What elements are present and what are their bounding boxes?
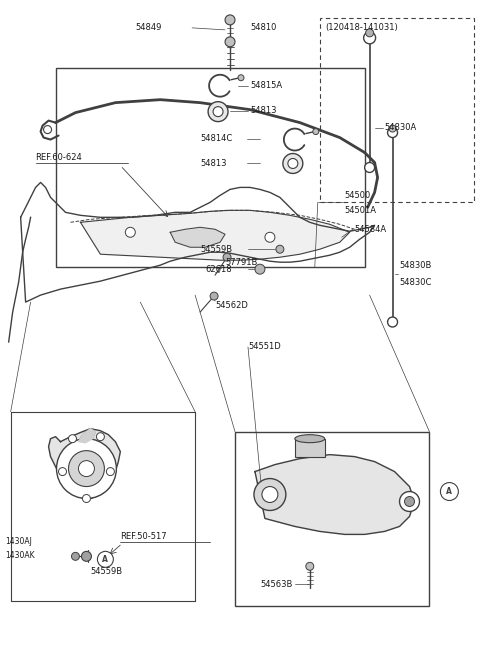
Circle shape [69, 451, 104, 487]
Circle shape [208, 102, 228, 122]
Text: 54815A: 54815A [250, 81, 282, 90]
Circle shape [83, 495, 90, 503]
Circle shape [283, 154, 303, 173]
Bar [235, 432, 430, 606]
Polygon shape [170, 227, 225, 247]
Circle shape [72, 553, 80, 560]
Circle shape [69, 435, 76, 443]
Circle shape [365, 162, 374, 172]
Circle shape [238, 75, 244, 81]
Text: 54562D: 54562D [215, 300, 248, 309]
Polygon shape [78, 429, 96, 443]
Text: 54813: 54813 [200, 159, 227, 168]
Text: REF.50-517: REF.50-517 [120, 532, 167, 541]
Circle shape [387, 127, 397, 137]
Bar [56, 68, 365, 267]
Circle shape [313, 129, 319, 135]
Text: 54500: 54500 [345, 191, 371, 200]
Circle shape [389, 125, 396, 132]
Circle shape [441, 482, 458, 501]
Circle shape [405, 497, 415, 507]
Circle shape [223, 253, 231, 261]
Polygon shape [48, 429, 120, 499]
Text: A: A [102, 555, 108, 564]
Bar [295, 439, 325, 457]
Circle shape [82, 551, 91, 561]
Circle shape [387, 317, 397, 327]
Text: (120418-141031): (120418-141031) [325, 24, 397, 32]
Circle shape [399, 491, 420, 511]
Circle shape [107, 468, 114, 476]
Text: 54813: 54813 [250, 106, 276, 115]
Text: 54810: 54810 [250, 24, 276, 32]
Text: 54830A: 54830A [384, 123, 417, 132]
Text: 54563B: 54563B [260, 579, 292, 589]
Text: A: A [446, 487, 452, 496]
Text: 54830C: 54830C [399, 278, 432, 286]
Circle shape [306, 562, 314, 570]
Text: 57791B: 57791B [225, 258, 257, 267]
Circle shape [97, 551, 113, 567]
Text: 54551D: 54551D [248, 342, 281, 351]
Text: REF.60-624: REF.60-624 [36, 153, 83, 162]
Text: 54814C: 54814C [200, 134, 232, 143]
Circle shape [125, 227, 135, 237]
Bar [320, 18, 474, 202]
Text: 54830B: 54830B [399, 261, 432, 269]
Circle shape [225, 15, 235, 25]
Text: 54849: 54849 [135, 24, 162, 32]
Circle shape [364, 32, 376, 44]
Circle shape [44, 125, 51, 133]
Circle shape [254, 478, 286, 510]
Circle shape [366, 29, 373, 37]
Ellipse shape [295, 435, 325, 443]
Circle shape [213, 106, 223, 116]
Circle shape [225, 37, 235, 47]
Text: 62618: 62618 [205, 265, 232, 274]
Circle shape [96, 433, 104, 441]
Circle shape [288, 158, 298, 168]
Circle shape [59, 468, 67, 476]
Circle shape [255, 264, 265, 274]
Circle shape [210, 292, 218, 300]
Text: 1430AJ: 1430AJ [6, 537, 33, 546]
Text: 54584A: 54584A [355, 225, 387, 234]
Circle shape [262, 487, 278, 503]
Circle shape [57, 439, 116, 499]
Polygon shape [81, 210, 350, 260]
Text: 54559B: 54559B [90, 567, 122, 576]
Text: 54501A: 54501A [345, 206, 377, 215]
Polygon shape [255, 455, 415, 534]
Circle shape [265, 233, 275, 242]
Circle shape [276, 245, 284, 253]
Circle shape [78, 461, 95, 476]
Text: 1430AK: 1430AK [6, 551, 36, 560]
Text: 54559B: 54559B [200, 244, 232, 254]
